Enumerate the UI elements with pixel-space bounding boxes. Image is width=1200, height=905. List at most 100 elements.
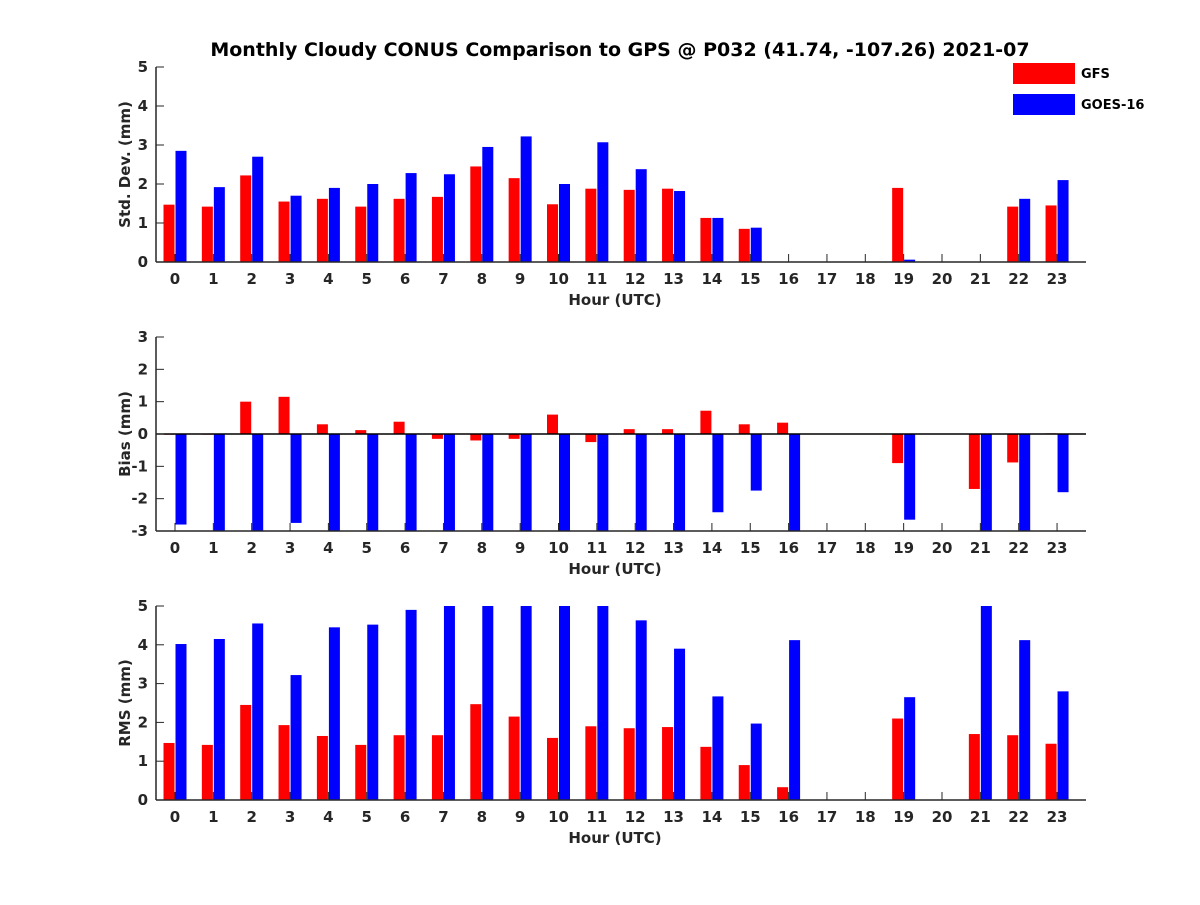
y-tick-label: 1 bbox=[138, 752, 148, 770]
bar-gfs-hour-6 bbox=[393, 421, 405, 434]
bar-gfs-hour-3 bbox=[278, 725, 290, 800]
bar-gfs-hour-8 bbox=[470, 166, 482, 262]
bar-gfs-hour-4 bbox=[316, 198, 328, 262]
x-tick-label: 1 bbox=[208, 539, 218, 557]
bar-goes-16-hour-23 bbox=[1057, 691, 1069, 800]
bar-goes-16-hour-4 bbox=[328, 434, 340, 531]
x-tick-label: 9 bbox=[515, 539, 525, 557]
bar-goes-16-hour-0 bbox=[175, 434, 187, 525]
x-tick-label: 13 bbox=[663, 270, 684, 288]
bar-goes-16-hour-14 bbox=[712, 696, 724, 800]
bar-goes-16-hour-13 bbox=[674, 648, 686, 800]
x-tick-label: 0 bbox=[170, 808, 180, 826]
x-tick-label: 5 bbox=[362, 808, 372, 826]
bar-goes-16-hour-5 bbox=[367, 184, 379, 262]
x-tick-label: 6 bbox=[400, 539, 410, 557]
bar-gfs-hour-11 bbox=[585, 726, 597, 800]
x-tick-label: 10 bbox=[548, 270, 569, 288]
x-tick-label: 8 bbox=[477, 808, 487, 826]
bar-goes-16-hour-22 bbox=[1019, 198, 1031, 262]
bar-gfs-hour-2 bbox=[240, 401, 252, 434]
x-tick-label: 6 bbox=[400, 270, 410, 288]
x-tick-label: 20 bbox=[932, 808, 953, 826]
x-tick-label: 20 bbox=[932, 539, 953, 557]
bar-gfs-hour-7 bbox=[431, 434, 443, 439]
y-tick-label: 5 bbox=[138, 58, 148, 76]
x-tick-label: 1 bbox=[208, 808, 218, 826]
bar-goes-16-hour-0 bbox=[175, 644, 187, 800]
bar-gfs-hour-12 bbox=[623, 728, 635, 800]
bar-gfs-hour-3 bbox=[278, 396, 290, 434]
y-tick-label: 1 bbox=[138, 393, 148, 411]
y-axis-label: Bias (mm) bbox=[116, 391, 134, 477]
bar-goes-16-hour-8 bbox=[482, 434, 494, 531]
bar-gfs-hour-11 bbox=[585, 188, 597, 262]
x-tick-label: 14 bbox=[701, 808, 722, 826]
legend: GFS GOES-16 bbox=[1013, 63, 1144, 115]
x-tick-label: 18 bbox=[855, 539, 876, 557]
bar-goes-16-hour-22 bbox=[1019, 640, 1031, 800]
x-tick-label: 10 bbox=[548, 539, 569, 557]
bar-gfs-hour-16 bbox=[777, 422, 789, 434]
bar-gfs-hour-9 bbox=[508, 434, 520, 439]
bar-goes-16-hour-0 bbox=[175, 150, 187, 262]
legend-label: GFS bbox=[1081, 67, 1110, 82]
legend-label: GOES-16 bbox=[1081, 98, 1144, 113]
bar-goes-16-hour-10 bbox=[559, 184, 570, 262]
bar-gfs-hour-8 bbox=[470, 434, 482, 441]
bar-gfs-hour-5 bbox=[355, 744, 367, 800]
bar-goes-16-hour-8 bbox=[482, 146, 494, 262]
bar-gfs-hour-0 bbox=[163, 742, 175, 800]
bar-gfs-hour-22 bbox=[1007, 434, 1019, 463]
bar-gfs-hour-19 bbox=[892, 434, 904, 464]
x-tick-label: 0 bbox=[170, 270, 180, 288]
bar-gfs-hour-15 bbox=[738, 228, 750, 262]
bar-gfs-hour-2 bbox=[240, 175, 252, 262]
x-tick-label: 23 bbox=[1047, 539, 1068, 557]
x-axis-label: Hour (UTC) bbox=[568, 829, 661, 847]
bar-gfs-hour-14 bbox=[700, 217, 712, 262]
bar-gfs-hour-21 bbox=[968, 734, 980, 800]
legend-item-gfs: GFS bbox=[1013, 63, 1110, 84]
bar-goes-16-hour-15 bbox=[750, 434, 762, 491]
bar-goes-16-hour-16 bbox=[789, 640, 801, 800]
bar-goes-16-hour-10 bbox=[559, 606, 570, 800]
y-tick-label: 0 bbox=[138, 253, 148, 271]
x-tick-label: 17 bbox=[817, 808, 838, 826]
x-tick-label: 4 bbox=[323, 808, 333, 826]
x-tick-label: 11 bbox=[586, 808, 607, 826]
bar-gfs-hour-7 bbox=[431, 735, 443, 800]
bar-goes-16-hour-3 bbox=[290, 434, 302, 523]
x-tick-label: 8 bbox=[477, 270, 487, 288]
x-tick-label: 5 bbox=[362, 270, 372, 288]
bar-goes-16-hour-12 bbox=[635, 620, 647, 800]
bar-goes-16-hour-2 bbox=[252, 623, 264, 800]
x-tick-label: 3 bbox=[285, 539, 295, 557]
x-tick-label: 18 bbox=[855, 808, 876, 826]
x-tick-label: 19 bbox=[893, 539, 914, 557]
bar-goes-16-hour-2 bbox=[252, 434, 264, 531]
bar-gfs-hour-10 bbox=[547, 737, 558, 800]
bar-goes-16-hour-12 bbox=[635, 434, 647, 531]
bar-goes-16-hour-4 bbox=[328, 627, 340, 800]
bar-gfs-hour-11 bbox=[585, 434, 597, 443]
bar-goes-16-hour-5 bbox=[367, 434, 379, 531]
x-tick-label: 23 bbox=[1047, 270, 1068, 288]
y-tick-label: 1 bbox=[138, 214, 148, 232]
bar-gfs-hour-1 bbox=[201, 206, 213, 262]
x-tick-label: 4 bbox=[323, 270, 333, 288]
x-axis-label: Hour (UTC) bbox=[568, 560, 661, 578]
x-tick-label: 4 bbox=[323, 539, 333, 557]
bar-gfs-hour-23 bbox=[1045, 743, 1057, 800]
bar-goes-16-hour-1 bbox=[213, 187, 225, 262]
bar-gfs-hour-14 bbox=[700, 410, 712, 434]
x-tick-label: 2 bbox=[246, 539, 256, 557]
x-tick-label: 22 bbox=[1008, 270, 1029, 288]
x-tick-label: 2 bbox=[246, 270, 256, 288]
x-tick-label: 2 bbox=[246, 808, 256, 826]
bar-goes-16-hour-13 bbox=[674, 191, 686, 262]
x-tick-label: 21 bbox=[970, 270, 991, 288]
bar-goes-16-hour-6 bbox=[405, 173, 417, 262]
